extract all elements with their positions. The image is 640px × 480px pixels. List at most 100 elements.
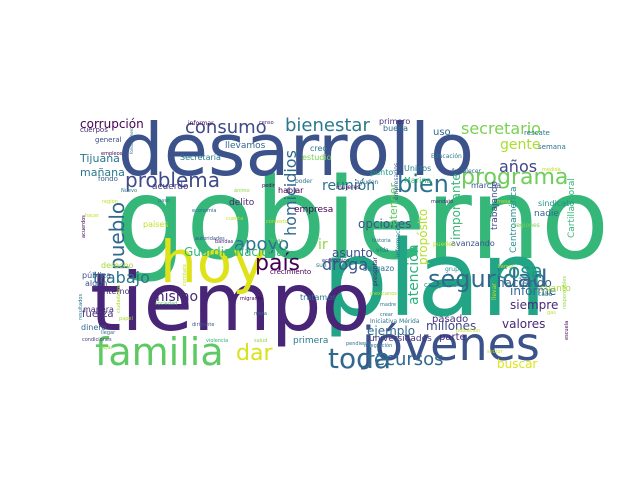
word-crear: crear bbox=[380, 312, 394, 318]
word-contexto: contexto bbox=[266, 219, 288, 225]
word-hoy: hoy bbox=[160, 228, 267, 296]
word-primero: primero bbox=[379, 117, 410, 126]
word-secretario: secretario bbox=[461, 119, 541, 138]
word-responsables: responsables bbox=[562, 276, 568, 309]
word-hacer: hacer bbox=[85, 213, 100, 219]
word-presentar: presentar bbox=[372, 257, 379, 286]
word-tratamos: tratamos bbox=[300, 293, 336, 302]
word-empleos: empleos bbox=[101, 151, 123, 157]
word-mandato: mandato bbox=[431, 199, 453, 205]
word-animo: ánimo bbox=[234, 187, 250, 194]
word-gente: gente bbox=[500, 137, 540, 153]
word-salud: salud bbox=[254, 338, 267, 344]
word-fortalecer: fortalecer bbox=[452, 168, 482, 175]
word-opciones: opciones bbox=[358, 217, 411, 231]
word-anos: años bbox=[499, 157, 537, 176]
word-resultados: resultados bbox=[78, 294, 84, 320]
word-problema: problema bbox=[125, 168, 220, 192]
word-general: general bbox=[95, 136, 122, 144]
word-cosa: cosa bbox=[497, 259, 543, 283]
word-fosas: fosas bbox=[270, 238, 283, 244]
word-poder: poder bbox=[295, 178, 313, 185]
word-corrupcion: corrupción bbox=[80, 117, 144, 131]
word-llevamos: llevamos bbox=[225, 141, 266, 151]
word-droga: droga bbox=[322, 255, 368, 274]
word-llegar: llegar bbox=[101, 330, 116, 336]
word-recursos: recursos bbox=[367, 349, 444, 370]
word-buscar: buscar bbox=[497, 357, 537, 371]
word-pendiente: pendiente bbox=[346, 341, 371, 347]
word-region: región bbox=[102, 198, 118, 205]
word-nuevo: Nuevo bbox=[121, 188, 137, 194]
word-iniciativa-merida: Iniciativa Mérida bbox=[370, 318, 420, 325]
word-familia: familia bbox=[95, 330, 224, 374]
word-cuanto: cuanto bbox=[540, 284, 571, 294]
word-mesa: mesa bbox=[497, 199, 511, 205]
word-cuerpos: cuerpos bbox=[80, 126, 108, 134]
word-sindicato: sindicato bbox=[538, 199, 574, 208]
word-ayuden: ayuden bbox=[356, 179, 379, 186]
word-informe: informe bbox=[510, 284, 556, 298]
word-acuerdo: acuerdo bbox=[152, 182, 189, 192]
word-guardia-nacional: Guardia Nacional bbox=[184, 245, 287, 259]
word-semana: semana bbox=[538, 143, 566, 151]
word-medida: medida bbox=[542, 167, 561, 173]
word-plan: plan bbox=[322, 218, 547, 340]
word-algun: algún bbox=[85, 279, 107, 288]
word-delito: delito bbox=[229, 198, 255, 208]
word-pueblo: pueblo bbox=[105, 202, 129, 270]
word-paises: países bbox=[143, 220, 168, 229]
word-apoyo: apoyo bbox=[234, 234, 289, 255]
word-consumo: consumo bbox=[185, 117, 267, 138]
word-violencia: violencia bbox=[206, 338, 228, 344]
word-secretaria: Secretaría bbox=[180, 153, 221, 162]
word-hablar: hablar bbox=[278, 186, 304, 195]
word-cartilla-moral: Cartilla Moral bbox=[567, 178, 577, 238]
word-asunto: asunto bbox=[332, 246, 373, 260]
word-historia: historia bbox=[372, 238, 391, 244]
word-programa: programa bbox=[461, 165, 568, 190]
word-informacion: información bbox=[395, 221, 402, 257]
word-censo: censo bbox=[259, 120, 274, 126]
word-importante: importante bbox=[449, 173, 463, 240]
word-crecimiento: crecimiento bbox=[270, 268, 311, 276]
word-toda: toda bbox=[328, 342, 391, 375]
word-cuenta: cuenta bbox=[226, 216, 243, 222]
word-dar: dar bbox=[236, 341, 273, 366]
word-centroamerica: Centroamérica bbox=[508, 186, 519, 253]
word-uso: uso bbox=[433, 127, 451, 138]
word-gas: gas bbox=[547, 310, 556, 316]
word-tiempo: tiempo bbox=[90, 256, 370, 349]
word-migrante: migrante bbox=[240, 296, 263, 302]
word-integracion: integración bbox=[364, 342, 392, 349]
word-ejemplo: ejemplo bbox=[367, 324, 415, 338]
word-educacion: Educación bbox=[431, 153, 462, 160]
word-vida: vida bbox=[376, 247, 389, 254]
word-economico: económico bbox=[322, 257, 349, 264]
word-ir: ir bbox=[318, 237, 328, 253]
word-dejar: dejar bbox=[100, 345, 114, 351]
word-trabajo: trabajo bbox=[93, 268, 150, 287]
word-poblacion: población bbox=[456, 327, 480, 334]
word-universidades: universidades bbox=[369, 334, 432, 344]
word-madre: madre bbox=[380, 302, 396, 308]
word-bandas: bandas bbox=[215, 239, 234, 245]
word-fondo-minero: fondo minero bbox=[129, 127, 134, 154]
word-interno: interno bbox=[101, 287, 130, 296]
word-marina: Marina bbox=[404, 176, 431, 185]
word-marcha: marcha bbox=[471, 181, 501, 190]
word-sufi: sufi bbox=[316, 262, 327, 269]
word-grupo: grupo bbox=[445, 266, 463, 273]
word-autoridades: autoridades bbox=[195, 236, 225, 242]
word-publica: pública bbox=[82, 271, 111, 280]
word-gobierno: gobierno bbox=[115, 155, 609, 285]
word-sargazo: sargazo bbox=[363, 264, 394, 273]
word-mismo: mismo bbox=[151, 289, 198, 305]
word-jovenes: jóvenes bbox=[361, 317, 540, 371]
word-escuela: escuela bbox=[564, 321, 570, 340]
word-bienestar: bienestar bbox=[285, 115, 370, 136]
word-bien: bien bbox=[397, 170, 449, 198]
word-acuerdos: acuerdos bbox=[81, 215, 87, 238]
